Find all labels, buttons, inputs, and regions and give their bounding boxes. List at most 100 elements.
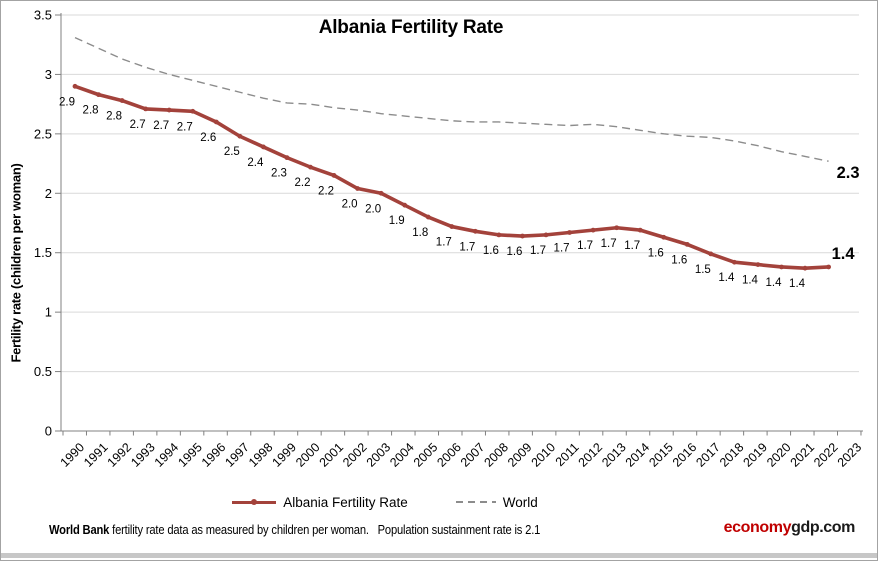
data-point-label: 1.6 bbox=[483, 245, 499, 257]
x-tick-label: 2005 bbox=[411, 440, 441, 470]
data-point bbox=[802, 265, 808, 271]
x-tick-label: 2010 bbox=[529, 440, 559, 470]
data-point-label: 1.7 bbox=[436, 237, 452, 249]
bottom-strip bbox=[1, 553, 877, 558]
x-tick-label: 2020 bbox=[764, 440, 794, 470]
data-point bbox=[261, 144, 266, 150]
x-tick-label: 2004 bbox=[387, 440, 417, 470]
data-point-label: 2.9 bbox=[59, 96, 75, 108]
data-point-label: 2.8 bbox=[106, 111, 122, 123]
x-tick-label: 1990 bbox=[58, 440, 88, 470]
x-tick-label: 2013 bbox=[599, 440, 629, 470]
x-tick-label: 2011 bbox=[553, 440, 582, 469]
x-tick-label: 2001 bbox=[317, 440, 347, 470]
world-dashed-line-swatch bbox=[455, 501, 496, 503]
y-axis-title: Fertility rate (children per woman) bbox=[8, 163, 24, 363]
data-point bbox=[284, 155, 290, 161]
x-tick-label: 1996 bbox=[199, 440, 229, 470]
data-point-label: 1.4 bbox=[742, 275, 759, 287]
data-point-label: 2.3 bbox=[271, 168, 287, 180]
legend-item-albania: Albania Fertility Rate bbox=[232, 495, 408, 510]
data-point-label: 1.8 bbox=[412, 227, 428, 239]
x-tick-label: 2016 bbox=[670, 440, 700, 470]
legend-label-albania: Albania Fertility Rate bbox=[283, 494, 408, 510]
y-tick-label: 3.5 bbox=[34, 8, 52, 23]
data-point bbox=[472, 228, 478, 234]
world-line bbox=[74, 36, 829, 162]
data-point bbox=[684, 241, 690, 247]
x-tick-label: 2009 bbox=[505, 440, 535, 470]
data-point bbox=[166, 107, 172, 113]
x-tick-label: 1993 bbox=[128, 440, 158, 470]
data-point-label: 2.7 bbox=[153, 120, 169, 132]
x-tick-label: 1997 bbox=[222, 440, 252, 470]
data-point bbox=[449, 224, 455, 229]
legend-item-world: World bbox=[455, 494, 538, 510]
x-tick-label: 2000 bbox=[293, 440, 323, 470]
x-tick-label: 1998 bbox=[246, 440, 276, 470]
x-tick-label: 2019 bbox=[741, 440, 771, 470]
x-tick-label: 2023 bbox=[835, 440, 865, 470]
x-tick-label: 2006 bbox=[434, 440, 464, 470]
data-point bbox=[190, 108, 196, 114]
source-description: fertility rate data as measured by child… bbox=[109, 522, 541, 537]
brand-link[interactable]: economygdp.com bbox=[723, 519, 856, 537]
data-point-label: 2.2 bbox=[295, 177, 311, 189]
data-point-label: 1.7 bbox=[459, 241, 475, 253]
data-point-label: 1.6 bbox=[648, 247, 664, 259]
chart-title: Albania Fertility Rate bbox=[318, 17, 504, 38]
data-point bbox=[567, 230, 572, 235]
data-point bbox=[237, 133, 243, 139]
x-tick-label: 2021 bbox=[788, 440, 818, 470]
x-tick-label: 2007 bbox=[458, 440, 488, 470]
albania-end-label: 1.4 bbox=[832, 245, 856, 263]
brand-dark-part: gdp.com bbox=[791, 519, 855, 536]
y-tick-label: 2 bbox=[45, 186, 52, 201]
data-point bbox=[378, 190, 384, 196]
albania-line-swatch bbox=[232, 499, 277, 505]
x-tick-label: 1991 bbox=[81, 440, 111, 470]
data-point bbox=[355, 186, 360, 191]
data-point-label: 1.4 bbox=[789, 278, 806, 290]
source-name: World Bank bbox=[49, 522, 110, 537]
data-point bbox=[826, 264, 831, 270]
data-point-label: 2.5 bbox=[224, 146, 240, 158]
x-tick-label: 2003 bbox=[364, 440, 394, 470]
data-point bbox=[543, 232, 549, 238]
data-point bbox=[425, 214, 431, 220]
source-note: World Bank fertility rate data as measur… bbox=[49, 522, 540, 537]
data-point-label: 2.7 bbox=[177, 121, 193, 133]
data-point-label: 2.4 bbox=[247, 157, 264, 169]
data-point-label: 2.8 bbox=[83, 105, 99, 117]
x-tick-label: 2022 bbox=[811, 440, 841, 470]
data-point-label: 1.4 bbox=[718, 272, 735, 284]
legend-label-world: World bbox=[502, 494, 538, 510]
x-tick-label: 2012 bbox=[576, 440, 606, 470]
chart-canvas: 0 0.5 1 1.5 2 2.5 3 3.5 199019911992199319941995… bbox=[34, 8, 865, 470]
brand-red-part: economy bbox=[723, 519, 792, 536]
data-point-label: 1.7 bbox=[530, 245, 546, 257]
data-point-label: 1.9 bbox=[389, 215, 405, 227]
data-point bbox=[708, 251, 714, 257]
albania-marker-icon bbox=[251, 499, 258, 505]
data-point bbox=[72, 83, 78, 89]
data-point bbox=[779, 264, 784, 270]
data-point-label: 1.5 bbox=[695, 264, 711, 276]
x-tick-label: 2015 bbox=[646, 440, 676, 470]
x-tick-label: 2002 bbox=[340, 440, 370, 470]
x-tick-label: 1999 bbox=[270, 440, 300, 470]
data-point-label: 1.7 bbox=[554, 243, 570, 255]
data-point-label: 1.4 bbox=[766, 277, 783, 289]
y-tick-label: 1 bbox=[45, 305, 52, 320]
data-point-label: 2.2 bbox=[318, 185, 334, 197]
data-point-label: 1.7 bbox=[601, 238, 617, 250]
x-tick-label: 1992 bbox=[105, 440, 135, 470]
data-point bbox=[143, 106, 149, 112]
data-point bbox=[520, 233, 525, 239]
chart-legend: Albania Fertility Rate World bbox=[1, 490, 823, 514]
x-tick-label: 1994 bbox=[152, 440, 182, 470]
data-point-label: 1.6 bbox=[506, 246, 522, 258]
data-point-label: 2.7 bbox=[130, 119, 146, 131]
data-point-label: 2.0 bbox=[365, 203, 381, 215]
